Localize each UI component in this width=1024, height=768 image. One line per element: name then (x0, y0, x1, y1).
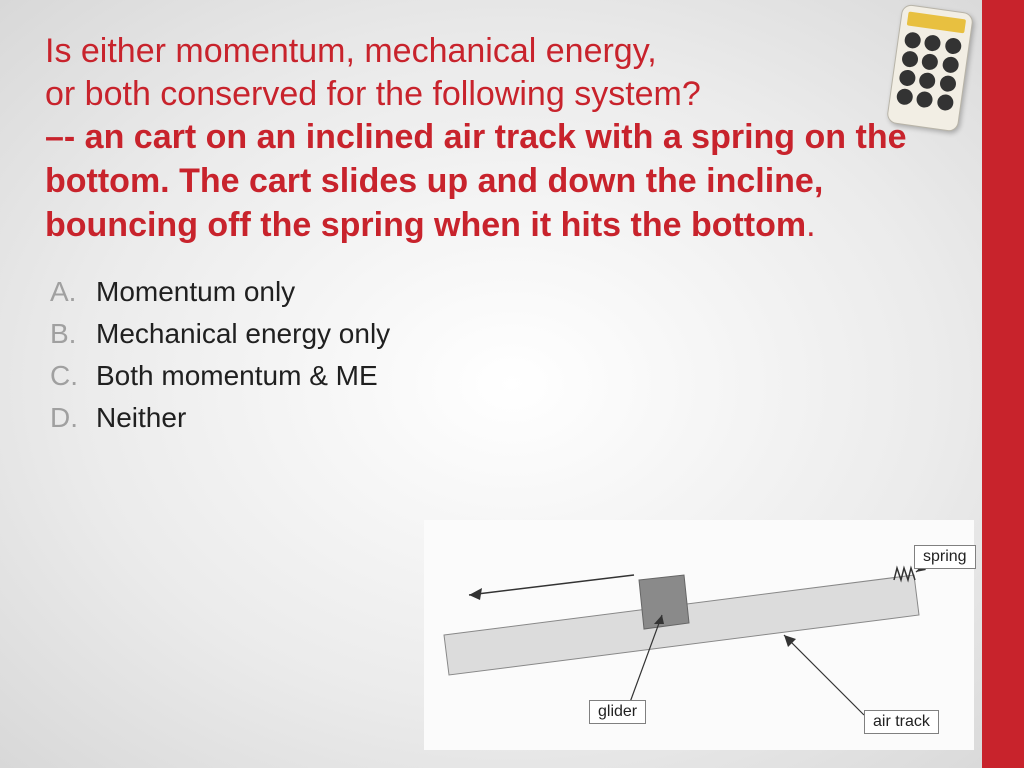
air-track-label: air track (864, 710, 939, 734)
answer-list: A. Momentum only B. Mechanical energy on… (45, 276, 964, 434)
question-intro-line2: or both conserved for the following syst… (45, 73, 964, 116)
answer-letter: A. (50, 276, 96, 308)
slide-content: Is either momentum, mechanical energy, o… (0, 0, 1024, 434)
answer-letter: C. (50, 360, 96, 392)
motion-arrow-line (469, 575, 634, 595)
track-leader (784, 635, 864, 715)
question-intro-line1: Is either momentum, mechanical energy, (45, 30, 964, 73)
answer-text: Neither (96, 402, 186, 434)
answer-text: Both momentum & ME (96, 360, 378, 392)
spring-label: spring (914, 545, 976, 569)
air-track-diagram: glider spring air track (424, 520, 974, 750)
question-scenario: –- an cart on an inclined air track with… (45, 115, 964, 248)
answer-option[interactable]: B. Mechanical energy only (50, 318, 964, 350)
right-accent-bar (982, 0, 1024, 768)
glider-shape (639, 575, 689, 629)
glider-label: glider (589, 700, 646, 724)
answer-letter: D. (50, 402, 96, 434)
clicker-device-image (894, 8, 974, 138)
answer-option[interactable]: C. Both momentum & ME (50, 360, 964, 392)
answer-letter: B. (50, 318, 96, 350)
answer-text: Mechanical energy only (96, 318, 390, 350)
answer-option[interactable]: D. Neither (50, 402, 964, 434)
answer-text: Momentum only (96, 276, 295, 308)
answer-option[interactable]: A. Momentum only (50, 276, 964, 308)
motion-arrow-head (469, 588, 482, 600)
